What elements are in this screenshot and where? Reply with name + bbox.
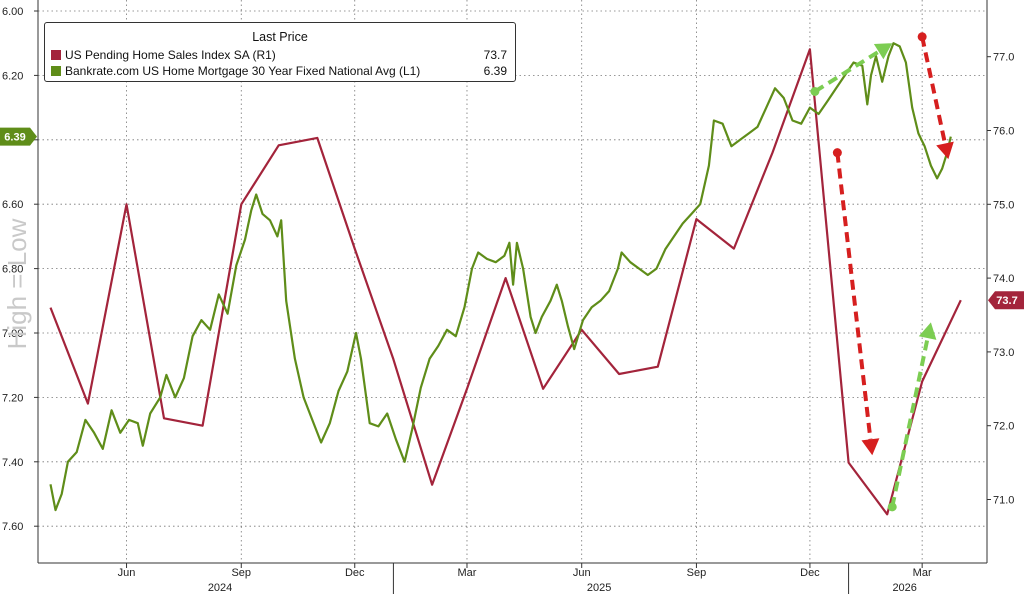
right-last-value-tag-label: 73.7	[996, 295, 1017, 307]
series-layer	[49, 42, 962, 516]
x-month-label: Jun	[118, 567, 136, 579]
annotation-arrow-red-2	[835, 152, 873, 440]
right-tick-label: 77.0	[993, 52, 1014, 64]
legend-label-pending-sales: US Pending Home Sales Index SA (R1)	[65, 48, 276, 62]
x-month-label: Dec	[800, 567, 820, 579]
legend-entry-pending-sales: US Pending Home Sales Index SA (R1) 73.7	[51, 47, 507, 63]
annotation-arrow-green-0	[813, 49, 880, 94]
x-year-label: 2026	[892, 582, 916, 594]
grid	[38, 0, 987, 563]
annotation-arrowhead-red-1	[936, 141, 954, 160]
left-axis-label: High = Low	[2, 218, 32, 349]
left-tick-label: 7.00	[2, 328, 23, 340]
x-month-label: Mar	[458, 567, 477, 579]
legend-swatch-pending-sales	[51, 50, 61, 60]
right-tick-label: 74.0	[993, 273, 1014, 285]
legend-header: Last Price	[252, 30, 308, 44]
left-tick-label: 6.60	[2, 199, 23, 211]
x-month-label: Sep	[687, 567, 707, 579]
annotation-dot-green-3	[887, 502, 897, 512]
left-last-value-tag	[0, 127, 37, 146]
annotation-arrow-green-3	[890, 337, 930, 508]
x-year-label: 2024	[208, 582, 232, 594]
series-line-mortgage-rate	[49, 42, 952, 512]
right-last-value-tag	[988, 291, 1024, 310]
legend-label-mortgage-rate: Bankrate.com US Home Mortgage 30 Year Fi…	[65, 64, 421, 78]
left-tick-label: 7.60	[2, 521, 23, 533]
annotation-layer	[810, 32, 954, 512]
right-tick-label: 75.0	[993, 199, 1014, 211]
x-month-label: Sep	[231, 567, 251, 579]
right-tick-label: 72.0	[993, 421, 1014, 433]
left-tick-label: 6.20	[2, 70, 23, 82]
right-tick-label: 73.0	[993, 347, 1014, 359]
right-tick-label: 71.0	[993, 495, 1014, 507]
legend-entry-mortgage-rate: Bankrate.com US Home Mortgage 30 Year Fi…	[51, 63, 507, 79]
left-tick-label: 7.40	[2, 457, 23, 469]
x-month-label: Dec	[345, 567, 365, 579]
legend-value-mortgage-rate: 6.39	[483, 64, 507, 78]
x-year-label: 2025	[587, 582, 611, 594]
x-month-label: Jun	[573, 567, 591, 579]
right-tick-label: 76.0	[993, 126, 1014, 138]
annotation-dot-red-2	[832, 148, 842, 158]
legend-swatch-mortgage-rate	[51, 66, 61, 76]
left-tick-label: 7.20	[2, 392, 23, 404]
legend: Last Price US Pending Home Sales Index S…	[44, 22, 516, 82]
left-tick-label: 6.00	[2, 6, 23, 18]
x-month-label: Mar	[913, 567, 932, 579]
legend-value-pending-sales: 73.7	[483, 48, 507, 62]
annotation-dot-red-1	[917, 32, 927, 42]
annotation-arrowhead-green-0	[873, 43, 893, 60]
left-last-value-tag-label: 6.39	[4, 132, 25, 144]
annotation-arrow-red-1	[920, 36, 947, 144]
annotation-arrowhead-red-2	[861, 438, 880, 456]
annotation-dot-green-0	[810, 87, 820, 96]
annotation-arrowhead-green-3	[918, 322, 937, 340]
series-line-pending-sales	[49, 48, 962, 516]
left-tick-label: 6.80	[2, 264, 23, 276]
